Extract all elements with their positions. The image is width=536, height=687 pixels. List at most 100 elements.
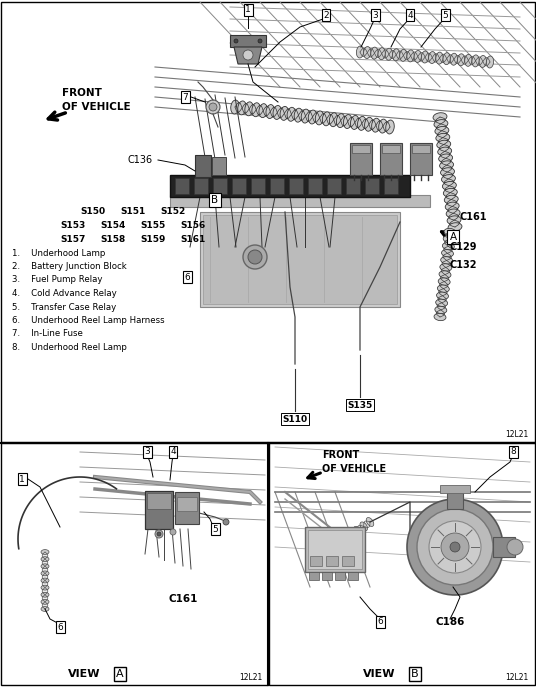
Circle shape [243, 245, 267, 269]
Text: S157: S157 [60, 234, 85, 243]
Text: C186: C186 [435, 617, 465, 627]
Ellipse shape [436, 300, 448, 306]
Bar [195, 155, 211, 177]
Bar [335, 572, 345, 580]
Text: 12L21: 12L21 [505, 673, 528, 682]
Polygon shape [360, 48, 490, 66]
Text: 3: 3 [372, 10, 378, 19]
Ellipse shape [41, 607, 49, 611]
Bar [310, 556, 322, 566]
Ellipse shape [435, 306, 447, 313]
Polygon shape [436, 117, 459, 227]
Ellipse shape [41, 578, 49, 583]
Ellipse shape [330, 113, 338, 126]
Text: S154: S154 [100, 221, 125, 229]
Ellipse shape [335, 539, 343, 548]
Text: 12L21: 12L21 [505, 430, 528, 439]
Bar [382, 145, 400, 153]
Text: 4: 4 [407, 10, 413, 19]
Circle shape [170, 529, 176, 535]
Bar [170, 175, 410, 197]
Ellipse shape [437, 285, 449, 292]
Circle shape [248, 250, 262, 264]
Ellipse shape [429, 52, 436, 63]
Ellipse shape [329, 544, 336, 553]
Ellipse shape [436, 133, 450, 142]
Text: S151: S151 [120, 207, 145, 216]
Ellipse shape [438, 278, 450, 285]
Text: S159: S159 [140, 234, 166, 243]
Bar [342, 556, 354, 566]
Text: S150: S150 [80, 207, 105, 216]
Ellipse shape [41, 556, 49, 561]
Text: 1: 1 [245, 5, 251, 14]
Text: 6: 6 [57, 622, 63, 631]
Ellipse shape [280, 106, 288, 120]
Ellipse shape [245, 102, 254, 116]
Ellipse shape [259, 104, 267, 117]
Ellipse shape [287, 107, 296, 121]
Text: 4: 4 [170, 447, 176, 456]
Ellipse shape [472, 55, 479, 67]
Circle shape [417, 509, 493, 585]
Ellipse shape [316, 552, 324, 561]
Bar [309, 572, 319, 580]
Bar [213, 178, 227, 194]
Ellipse shape [440, 264, 452, 271]
Text: B: B [211, 195, 219, 205]
Ellipse shape [371, 47, 378, 59]
Ellipse shape [465, 54, 472, 67]
Ellipse shape [358, 116, 366, 131]
Bar [251, 178, 265, 194]
Ellipse shape [479, 56, 486, 67]
Ellipse shape [440, 161, 453, 170]
Ellipse shape [421, 51, 429, 63]
Text: 3: 3 [144, 447, 150, 456]
Ellipse shape [392, 49, 400, 60]
Bar [384, 178, 398, 194]
Ellipse shape [337, 113, 345, 128]
Ellipse shape [266, 104, 274, 119]
Ellipse shape [364, 117, 373, 131]
Text: C136: C136 [127, 155, 152, 165]
Ellipse shape [356, 46, 363, 58]
Text: FRONT
OF VEHICLE: FRONT OF VEHICLE [62, 89, 131, 111]
Ellipse shape [366, 517, 374, 526]
Bar [270, 178, 284, 194]
Bar [493, 537, 515, 557]
Text: 6: 6 [184, 273, 190, 282]
Ellipse shape [433, 113, 447, 122]
Circle shape [407, 499, 503, 595]
Ellipse shape [371, 118, 380, 132]
Bar [194, 178, 208, 194]
Ellipse shape [444, 195, 458, 204]
Text: VIEW: VIEW [68, 669, 100, 679]
Bar [203, 215, 397, 304]
Bar [440, 485, 470, 493]
Text: A: A [450, 232, 457, 242]
Ellipse shape [439, 271, 451, 278]
Polygon shape [436, 232, 454, 317]
Text: B: B [411, 669, 419, 679]
Ellipse shape [41, 600, 49, 605]
Ellipse shape [447, 216, 461, 225]
Bar [380, 143, 402, 175]
Ellipse shape [444, 228, 456, 236]
Ellipse shape [443, 188, 457, 197]
Ellipse shape [41, 592, 49, 597]
Text: 2.    Battery Junction Block: 2. Battery Junction Block [12, 262, 126, 271]
Bar [230, 35, 266, 47]
Ellipse shape [436, 52, 443, 64]
Ellipse shape [322, 112, 331, 126]
Circle shape [429, 521, 481, 573]
Ellipse shape [294, 109, 303, 122]
Bar [269, 443, 535, 685]
Bar [327, 178, 341, 194]
Circle shape [234, 39, 238, 43]
Bar [350, 143, 372, 175]
Ellipse shape [308, 110, 317, 124]
Ellipse shape [448, 223, 462, 232]
Text: 1: 1 [19, 475, 25, 484]
Bar [447, 491, 463, 509]
Bar [145, 491, 173, 529]
